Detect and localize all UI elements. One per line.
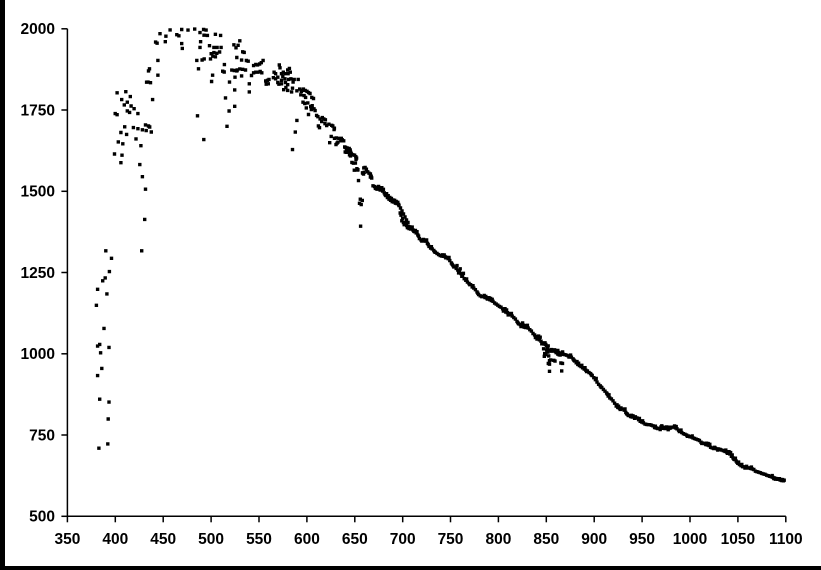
svg-text:400: 400 <box>102 531 128 548</box>
svg-text:950: 950 <box>629 531 655 548</box>
svg-text:1500: 1500 <box>21 184 55 201</box>
svg-text:650: 650 <box>342 531 368 548</box>
svg-text:500: 500 <box>29 509 55 526</box>
svg-text:450: 450 <box>150 531 176 548</box>
svg-text:1000: 1000 <box>21 346 55 363</box>
svg-text:750: 750 <box>29 427 55 444</box>
svg-text:1750: 1750 <box>21 102 55 119</box>
svg-text:900: 900 <box>581 531 607 548</box>
svg-text:800: 800 <box>485 531 511 548</box>
svg-text:1050: 1050 <box>721 531 755 548</box>
svg-text:1000: 1000 <box>673 531 707 548</box>
svg-text:1250: 1250 <box>21 265 55 282</box>
svg-text:550: 550 <box>246 531 272 548</box>
svg-text:750: 750 <box>438 531 464 548</box>
svg-text:500: 500 <box>198 531 224 548</box>
svg-text:850: 850 <box>533 531 559 548</box>
svg-text:2000: 2000 <box>21 21 55 38</box>
svg-text:1100: 1100 <box>769 531 803 548</box>
svg-text:700: 700 <box>390 531 416 548</box>
svg-text:600: 600 <box>294 531 320 548</box>
svg-text:350: 350 <box>54 531 80 548</box>
